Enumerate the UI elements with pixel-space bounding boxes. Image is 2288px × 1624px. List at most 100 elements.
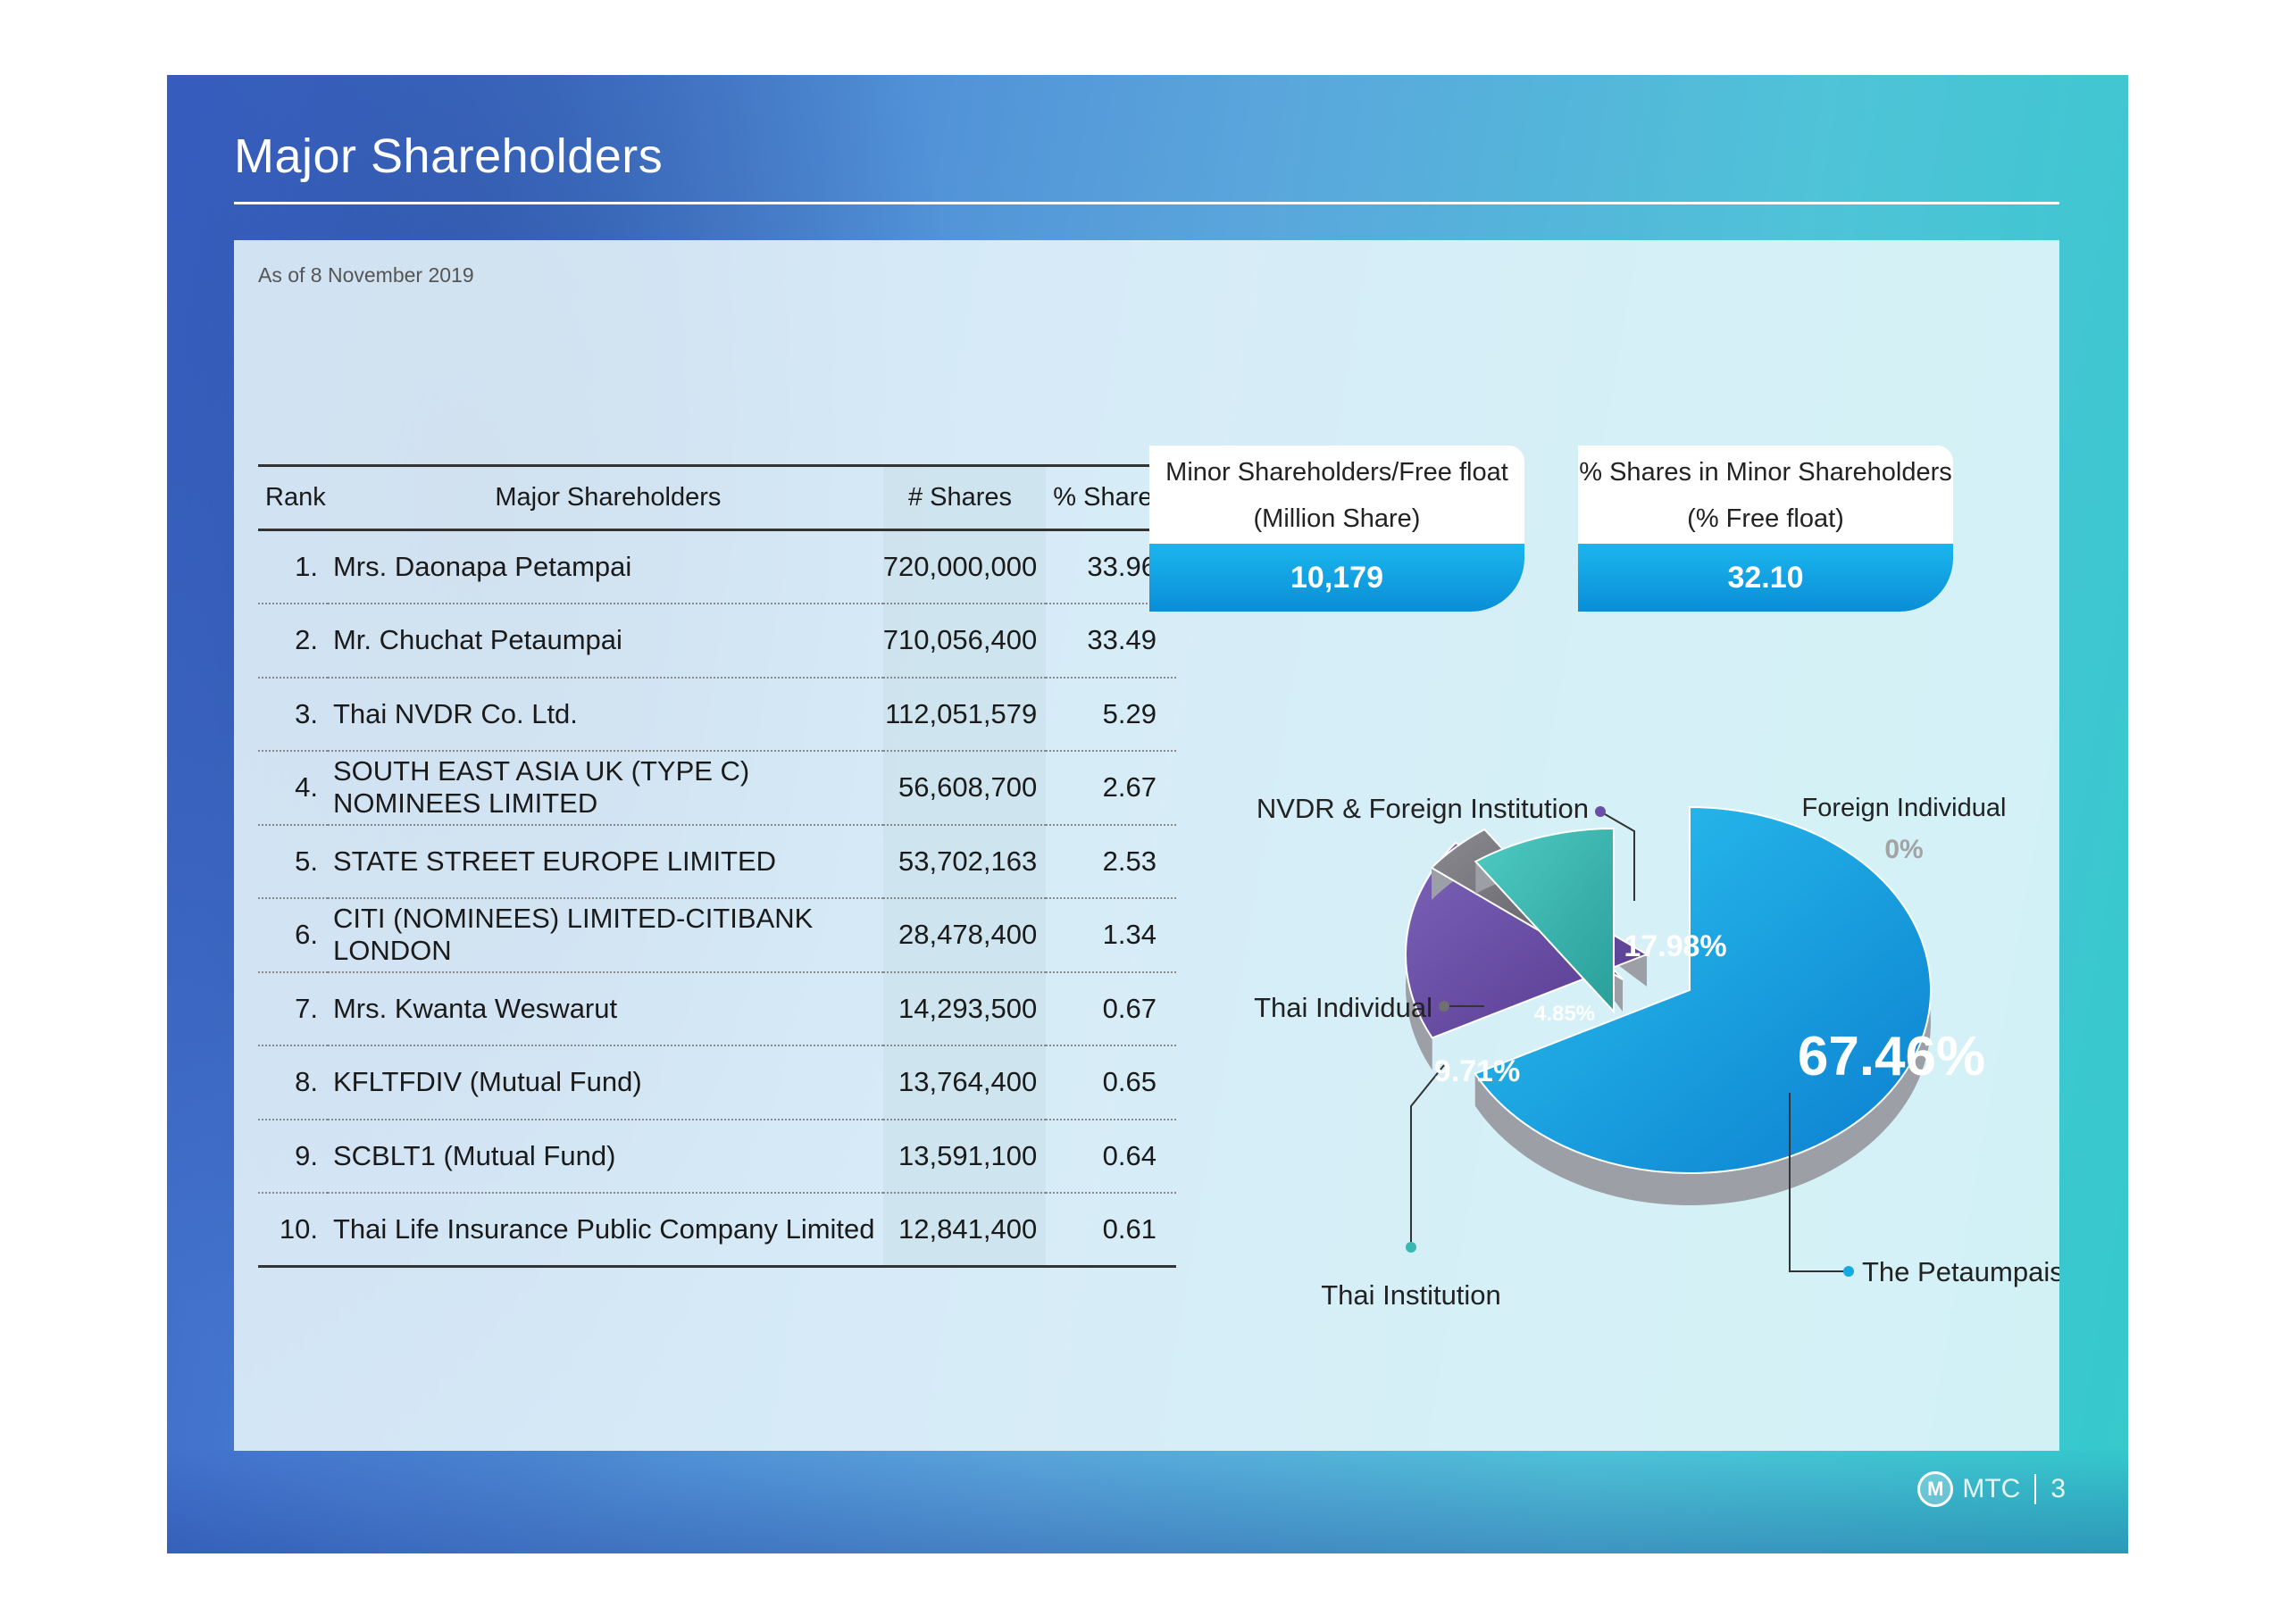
table-row: 7. Mrs. Kwanta Weswarut 14,293,500 0.67 [258, 971, 1176, 1046]
leader-dot-nvdr [1595, 806, 1606, 817]
row-shares: 710,056,400 [882, 604, 1047, 679]
row-pct-shares: 0.67 [1046, 971, 1176, 1046]
row-shares: 56,608,700 [882, 751, 1047, 826]
leader-dot-petaumpais [1843, 1266, 1854, 1277]
brand-name: MTC [1962, 1474, 2021, 1503]
table-body: 1. Mrs. Daonapa Petampai 720,000,000 33.96 2… [258, 529, 1176, 1268]
row-shareholder-name: Mr. Chuchat Petaumpai [327, 604, 883, 679]
row-shareholder-name: Thai Life Insurance Public Company Limit… [327, 1193, 883, 1268]
table-row: 5. STATE STREET EUROPE LIMITED 53,702,163 2… [258, 824, 1176, 899]
value-nvdr: 17.98% [1624, 929, 1726, 963]
pct-minor-label: % Shares in Minor Shareholders (% Free f… [1578, 446, 1953, 544]
rank-number: 9. [295, 1139, 318, 1171]
free-float-label-line1: Minor Shareholders/Free float [1165, 458, 1508, 487]
row-shareholder-name: KFLTFDIV (Mutual Fund) [327, 1045, 883, 1120]
row-shares: 28,478,400 [882, 898, 1047, 973]
table-row: 2. Mr. Chuchat Petaumpai 710,056,400 33.49 [258, 604, 1176, 679]
leader-dot-thai-institution [1406, 1242, 1416, 1253]
label-nvdr: NVDR & Foreign Institution [1257, 793, 1589, 824]
row-shareholder-name: Thai NVDR Co. Ltd. [327, 677, 883, 752]
rank-number: 6. [295, 919, 318, 951]
rank-number: 5. [295, 845, 318, 877]
rank-number: 10. [279, 1213, 318, 1245]
row-shares: 53,702,163 [882, 824, 1047, 899]
row-shares: 14,293,500 [882, 971, 1047, 1046]
table-row: 10. Thai Life Insurance Public Company Li… [258, 1193, 1176, 1268]
row-rank: 6. [258, 898, 328, 973]
mtc-logo-icon: M [1917, 1471, 1954, 1507]
row-shares: 13,764,400 [882, 1045, 1047, 1120]
table-row: 8. KFLTFDIV (Mutual Fund) 13,764,400 0.65 [258, 1045, 1176, 1120]
rank-number: 1. [295, 551, 318, 582]
value-thai-individual: 4.85% [1534, 1002, 1595, 1026]
label-thai-institution: Thai Institution [1321, 1279, 1501, 1311]
row-pct-shares: 0.65 [1046, 1045, 1176, 1120]
row-shareholder-name: SCBLT1 (Mutual Fund) [327, 1119, 883, 1194]
free-float-box: Minor Shareholders/Free float (Million S… [1149, 446, 1524, 615]
row-shares: 720,000,000 [882, 529, 1047, 604]
leader-dot-thai-individual [1439, 1001, 1449, 1012]
slice-thai-institution [1474, 827, 1615, 1014]
row-rank: 9. [258, 1119, 328, 1194]
pct-minor-label-line2: (% Free float) [1687, 504, 1844, 533]
row-rank: 1. [258, 529, 328, 604]
row-shareholder-name: Mrs. Kwanta Weswarut [327, 971, 883, 1046]
title-divider [234, 202, 2059, 204]
pie-slices [1405, 805, 1932, 1206]
row-rank: 4. [258, 751, 328, 826]
rank-number: 7. [295, 992, 318, 1024]
row-pct-shares: 2.53 [1046, 824, 1176, 899]
row-pct-shares: 0.64 [1046, 1119, 1176, 1194]
value-thai-institution: 9.71% [1434, 1054, 1520, 1088]
table-row: 3. Thai NVDR Co. Ltd. 112,051,579 5.29 [258, 677, 1176, 752]
footer-separator [2034, 1474, 2037, 1504]
row-pct-shares: 2.67 [1046, 751, 1176, 826]
label-thai-individual: Thai Individual [1254, 992, 1432, 1023]
rank-number: 2. [295, 624, 318, 656]
value-petaumpais: 67.46% [1798, 1026, 1985, 1087]
row-shares: 12,841,400 [882, 1193, 1047, 1268]
as-of-date: As of 8 November 2019 [258, 263, 474, 287]
row-rank: 2. [258, 604, 328, 679]
header-rank: Rank [258, 464, 328, 531]
table-row: 6. CITI (NOMINEES) LIMITED-CITIBANK LONDO… [258, 898, 1176, 973]
free-float-value: 10,179 [1149, 544, 1524, 612]
pct-minor-box: % Shares in Minor Shareholders (% Free f… [1578, 446, 1953, 615]
table-row: 1. Mrs. Daonapa Petampai 720,000,000 33.96 [258, 529, 1176, 604]
header-shares: # Shares [882, 464, 1047, 531]
row-shareholder-name: Mrs. Daonapa Petampai [327, 529, 883, 604]
shareholders-table: Rank Major Shareholders # Shares % Share… [258, 464, 1176, 1268]
row-shareholder-name: STATE STREET EUROPE LIMITED [327, 824, 883, 899]
row-rank: 8. [258, 1045, 328, 1120]
slide: Major Shareholders As of 8 November 2019… [167, 75, 2128, 1553]
row-shareholder-name: SOUTH EAST ASIA UK (TYPE C) NOMINEES LIM… [327, 751, 883, 826]
leader-line-thai-institution [1410, 1064, 1445, 1247]
table-row: 4. SOUTH EAST ASIA UK (TYPE C) NOMINEES L… [258, 751, 1176, 826]
mtc-logo: M MTC 3 [1917, 1471, 2066, 1507]
row-rank: 3. [258, 677, 328, 752]
rank-number: 3. [295, 697, 318, 729]
rank-number: 8. [295, 1066, 318, 1098]
row-rank: 10. [258, 1193, 328, 1268]
row-pct-shares: 33.49 [1046, 604, 1176, 679]
row-shares: 112,051,579 [882, 677, 1047, 752]
row-pct-shares: 5.29 [1046, 677, 1176, 752]
table-row: 9. SCBLT1 (Mutual Fund) 13,591,100 0.64 [258, 1119, 1176, 1194]
row-rank: 7. [258, 971, 328, 1046]
pct-minor-label-line1: % Shares in Minor Shareholders [1579, 458, 1952, 487]
slice-petaumpais [1474, 805, 1932, 1174]
label-petaumpais: The Petaumpais [1862, 1256, 2059, 1287]
value-foreign-individual: 0% [1884, 835, 1923, 864]
row-shares: 13,591,100 [882, 1119, 1047, 1194]
page-title: Major Shareholders [234, 129, 664, 183]
header-name: Major Shareholders [327, 464, 883, 531]
leader-line-nvdr [1599, 811, 1635, 901]
free-float-label-line2: (Million Share) [1253, 504, 1421, 533]
pct-minor-value: 32.10 [1578, 544, 1953, 612]
row-shareholder-name: CITI (NOMINEES) LIMITED-CITIBANK LONDON [327, 898, 883, 973]
row-rank: 5. [258, 824, 328, 899]
leader-line-petaumpais [1789, 1093, 1846, 1272]
row-pct-shares: 0.61 [1046, 1193, 1176, 1268]
content-panel: As of 8 November 2019 Rank Major Shareho… [234, 240, 2059, 1451]
row-pct-shares: 1.34 [1046, 898, 1176, 973]
